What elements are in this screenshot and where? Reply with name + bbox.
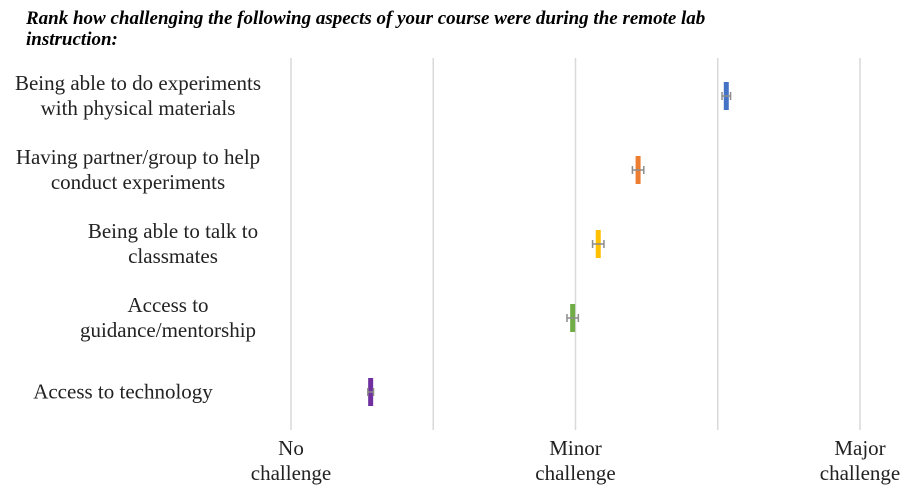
x-tick-label: Major challenge: [819, 436, 901, 485]
error-bar: [367, 388, 375, 396]
x-tick-label: Minor challenge: [535, 436, 616, 485]
chart-title: Rank how challenging the following aspec…: [26, 8, 706, 50]
error-bar: [631, 166, 645, 174]
y-tick-label: Being able to talk to classmates: [87, 219, 259, 268]
y-tick-label: Having partner/group to help conduct exp…: [15, 145, 261, 194]
y-tick-label: Access to guidance/mentorship: [79, 293, 257, 342]
error-bar: [591, 240, 605, 248]
y-tick-label: Being able to do experiments with physic…: [14, 71, 262, 120]
x-tick-label: No challenge: [250, 436, 332, 485]
error-bar: [566, 314, 580, 322]
error-bar: [721, 92, 732, 100]
y-tick-label: Access to technology: [33, 379, 213, 404]
